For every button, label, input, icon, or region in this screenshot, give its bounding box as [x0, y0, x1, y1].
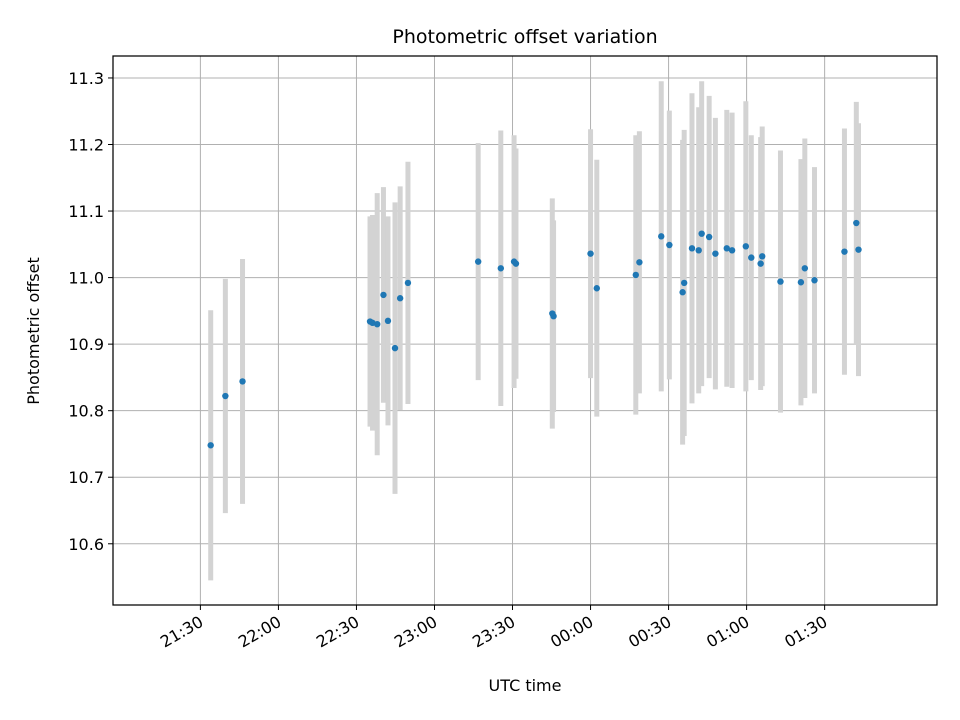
- data-point: [801, 265, 809, 272]
- data-point: [698, 230, 705, 237]
- chart-title: Photometric offset variation: [392, 26, 657, 48]
- data-point: [712, 250, 719, 257]
- data-point: [759, 253, 766, 260]
- data-point: [679, 289, 686, 296]
- y-axis-label: Photometric offset: [24, 257, 43, 405]
- data-point: [723, 245, 730, 252]
- data-point: [688, 245, 696, 252]
- data-point: [239, 378, 246, 385]
- y-tick-label: 10.8: [68, 402, 104, 421]
- y-tick-label: 11.0: [68, 269, 104, 288]
- data-point: [632, 271, 640, 279]
- data-point: [497, 265, 505, 272]
- data-points: [207, 219, 862, 449]
- data-point: [680, 279, 688, 287]
- data-point: [666, 241, 673, 249]
- y-axis-ticks: 10.6 10.7 10.8 10.9 11.0 11.1 11.2 11.3: [68, 69, 113, 554]
- data-point: [550, 312, 557, 320]
- data-point: [474, 258, 482, 265]
- data-point: [777, 278, 784, 285]
- data-point: [853, 219, 860, 227]
- x-axis-label: UTC time: [489, 676, 562, 695]
- data-point: [728, 247, 736, 254]
- data-point: [374, 320, 381, 328]
- data-point: [587, 250, 594, 257]
- data-point: [841, 248, 848, 255]
- y-tick-label: 11.3: [68, 69, 104, 88]
- data-point: [742, 243, 750, 250]
- data-point: [748, 254, 755, 261]
- data-point: [380, 291, 387, 299]
- data-point: [512, 260, 520, 267]
- data-point: [695, 247, 702, 254]
- data-point: [391, 344, 399, 352]
- y-tick-label: 11.2: [68, 136, 104, 155]
- data-point: [757, 260, 764, 267]
- plot-frame: [112, 55, 938, 606]
- data-point: [855, 246, 862, 253]
- data-point: [222, 392, 229, 400]
- data-point: [811, 277, 818, 284]
- y-tick-label: 10.9: [68, 335, 104, 354]
- y-tick-label: 10.7: [68, 468, 104, 487]
- y-tick-label: 10.6: [68, 535, 104, 554]
- data-point: [593, 285, 600, 292]
- y-tick-label: 11.1: [68, 202, 104, 221]
- data-point: [658, 233, 665, 240]
- data-point: [404, 279, 412, 287]
- data-point: [797, 279, 805, 286]
- data-point: [705, 233, 713, 241]
- data-point: [396, 295, 404, 302]
- data-point: [207, 442, 214, 449]
- data-point: [384, 317, 392, 325]
- data-point: [636, 259, 643, 266]
